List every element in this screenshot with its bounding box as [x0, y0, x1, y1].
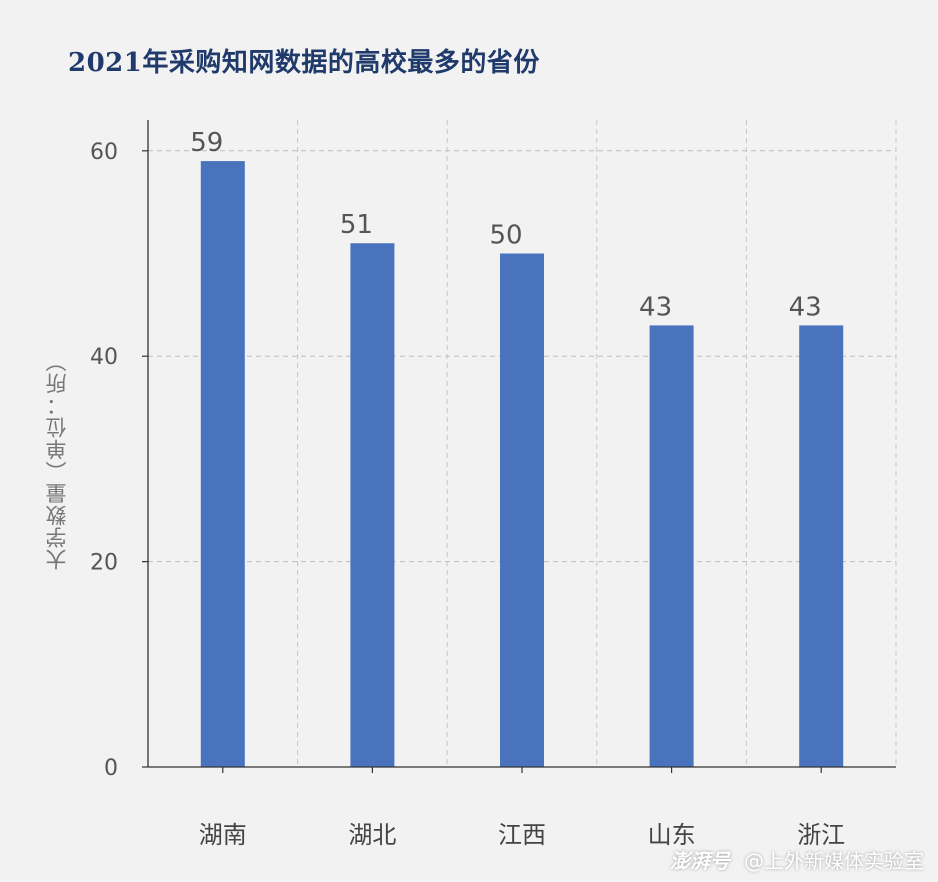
- x-tick-label-1: 湖北: [348, 821, 396, 849]
- data-label-1: 51: [340, 210, 373, 240]
- bar-4: [799, 325, 844, 767]
- data-label-2: 50: [489, 221, 522, 251]
- watermark-brand: 澎湃号: [670, 849, 730, 873]
- data-label-0: 59: [190, 128, 223, 158]
- data-label-3: 43: [639, 292, 672, 322]
- y-tick-label-2: 40: [90, 345, 118, 370]
- bars: [200, 161, 844, 768]
- labels: 0 20 40 60 59 湖南 51 湖北 50 江西 43 山东 43 浙江: [90, 128, 845, 849]
- x-tick-label-3: 山东: [648, 821, 696, 849]
- y-tick-label-1: 20: [90, 551, 118, 576]
- x-tick-label-0: 湖南: [199, 821, 247, 849]
- x-tick-label-4: 浙江: [797, 821, 845, 849]
- y-tick-label-0: 0: [104, 756, 118, 781]
- data-label-4: 43: [789, 292, 822, 322]
- axes: [142, 120, 896, 773]
- y-tick-label-3: 60: [90, 140, 118, 165]
- bar-1: [350, 243, 395, 767]
- watermark: 澎湃号 @上外新媒体实验室: [670, 845, 924, 874]
- bar-2: [500, 253, 544, 767]
- watermark-account: @上外新媒体实验室: [744, 849, 924, 873]
- bar-3: [649, 325, 694, 767]
- x-tick-label-2: 江西: [498, 821, 546, 849]
- bar-0: [200, 161, 245, 768]
- chart-title: 2021年采购知网数据的高校最多的省份: [68, 48, 540, 78]
